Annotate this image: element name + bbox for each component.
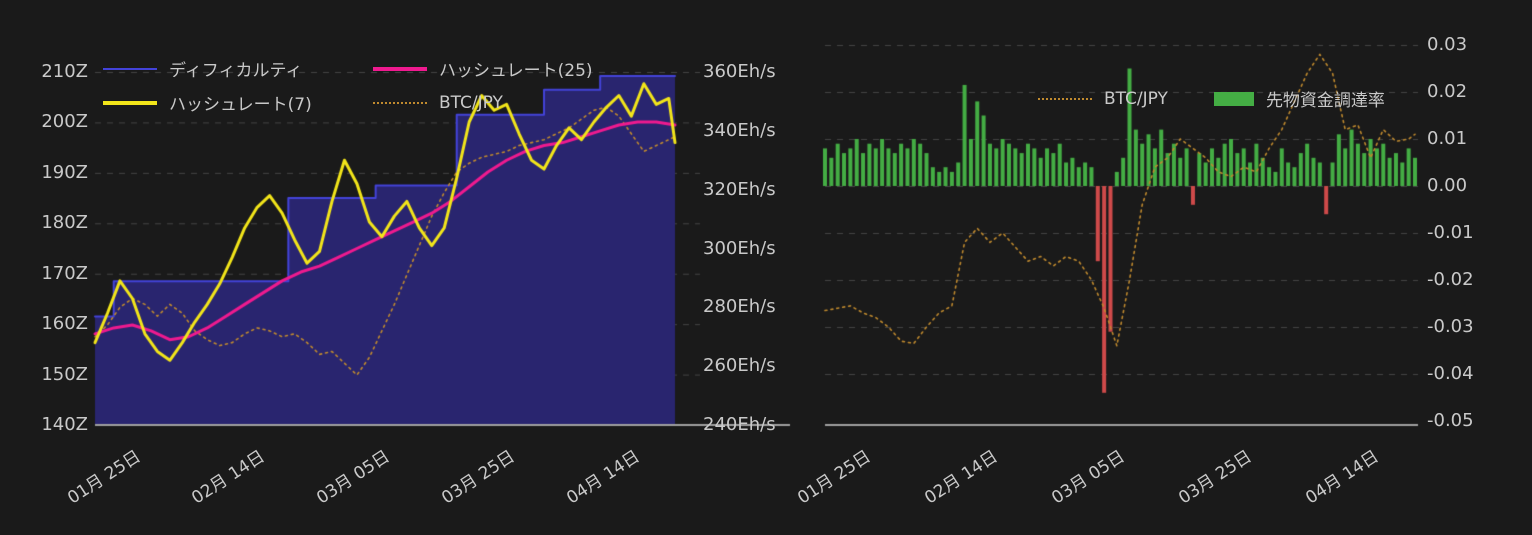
btcjpy-dotted-line-swatch: [373, 101, 427, 104]
difficulty-y-tick-label: 190Z: [41, 161, 88, 183]
btcjpy-dotted-line-swatch: [1038, 97, 1092, 100]
difficulty-y-tick-label: 210Z: [41, 61, 88, 82]
legend-label-btcjpy-right: BTC/JPY: [1104, 88, 1168, 109]
difficulty-y-tick-label: 140Z: [41, 414, 88, 435]
funding-y-tick-label: -0.04: [1427, 363, 1474, 384]
right-chart-legend: BTC/JPY 先物資金調達率: [1038, 86, 1385, 111]
legend-label-funding-rate: 先物資金調達率: [1265, 91, 1385, 111]
funding-y-tick-label: -0.02: [1427, 269, 1474, 290]
funding-y-tick-label: 0.02: [1427, 81, 1468, 102]
hashrate-y-tick-label: 300Eh/s: [703, 237, 776, 259]
legend-item-funding-rate[interactable]: 先物資金調達率: [1213, 86, 1385, 111]
legend-item-btcjpy-left[interactable]: BTC/JPY: [373, 90, 593, 115]
hashrate25-line-swatch: [373, 66, 427, 71]
hashrate-y-tick-label: 320Eh/s: [703, 178, 776, 200]
legend-item-hashrate-25[interactable]: ハッシュレート(25): [373, 56, 593, 81]
hashrate-y-tick-label: 280Eh/s: [703, 296, 776, 318]
hashrate-y-tick-label: 360Eh/s: [703, 61, 776, 82]
legend-item-btcjpy-right[interactable]: BTC/JPY: [1038, 86, 1168, 111]
difficulty-y-tick-label: 200Z: [41, 111, 88, 133]
funding-y-tick-label: -0.03: [1427, 316, 1474, 337]
hashrate7-line-swatch: [103, 100, 157, 105]
legend-item-hashrate-7[interactable]: ハッシュレート(7): [103, 90, 373, 115]
difficulty-y-tick-label: 170Z: [41, 262, 88, 284]
left-chart-legend: ディフィカルティ ハッシュレート(25) ハッシュレート(7) BTC/JPY: [103, 56, 593, 115]
funding-y-tick-label: -0.05: [1427, 410, 1474, 431]
legend-label-difficulty: ディフィカルティ: [169, 61, 303, 81]
hashrate-y-tick-label: 240Eh/s: [703, 414, 776, 435]
legend-label-hashrate-25: ハッシュレート(25): [439, 61, 593, 81]
funding-rate-bar-swatch: [1213, 91, 1254, 106]
funding-y-tick-label: -0.01: [1427, 222, 1474, 243]
funding-y-tick-label: 0.03: [1427, 34, 1468, 55]
difficulty-y-tick-label: 160Z: [41, 313, 88, 335]
legend-label-hashrate-7: ハッシュレート(7): [169, 95, 312, 115]
difficulty-y-tick-label: 150Z: [41, 363, 88, 385]
funding-y-tick-label: 0.01: [1427, 128, 1468, 149]
legend-label-btcjpy-left: BTC/JPY: [439, 92, 503, 113]
funding-y-tick-label: 0.00: [1427, 175, 1468, 196]
hashrate-y-tick-label: 260Eh/s: [703, 355, 776, 377]
difficulty-line-swatch: [103, 67, 157, 70]
legend-item-difficulty[interactable]: ディフィカルティ: [103, 56, 373, 81]
hashrate-y-tick-label: 340Eh/s: [703, 119, 776, 141]
difficulty-y-tick-label: 180Z: [41, 212, 88, 234]
